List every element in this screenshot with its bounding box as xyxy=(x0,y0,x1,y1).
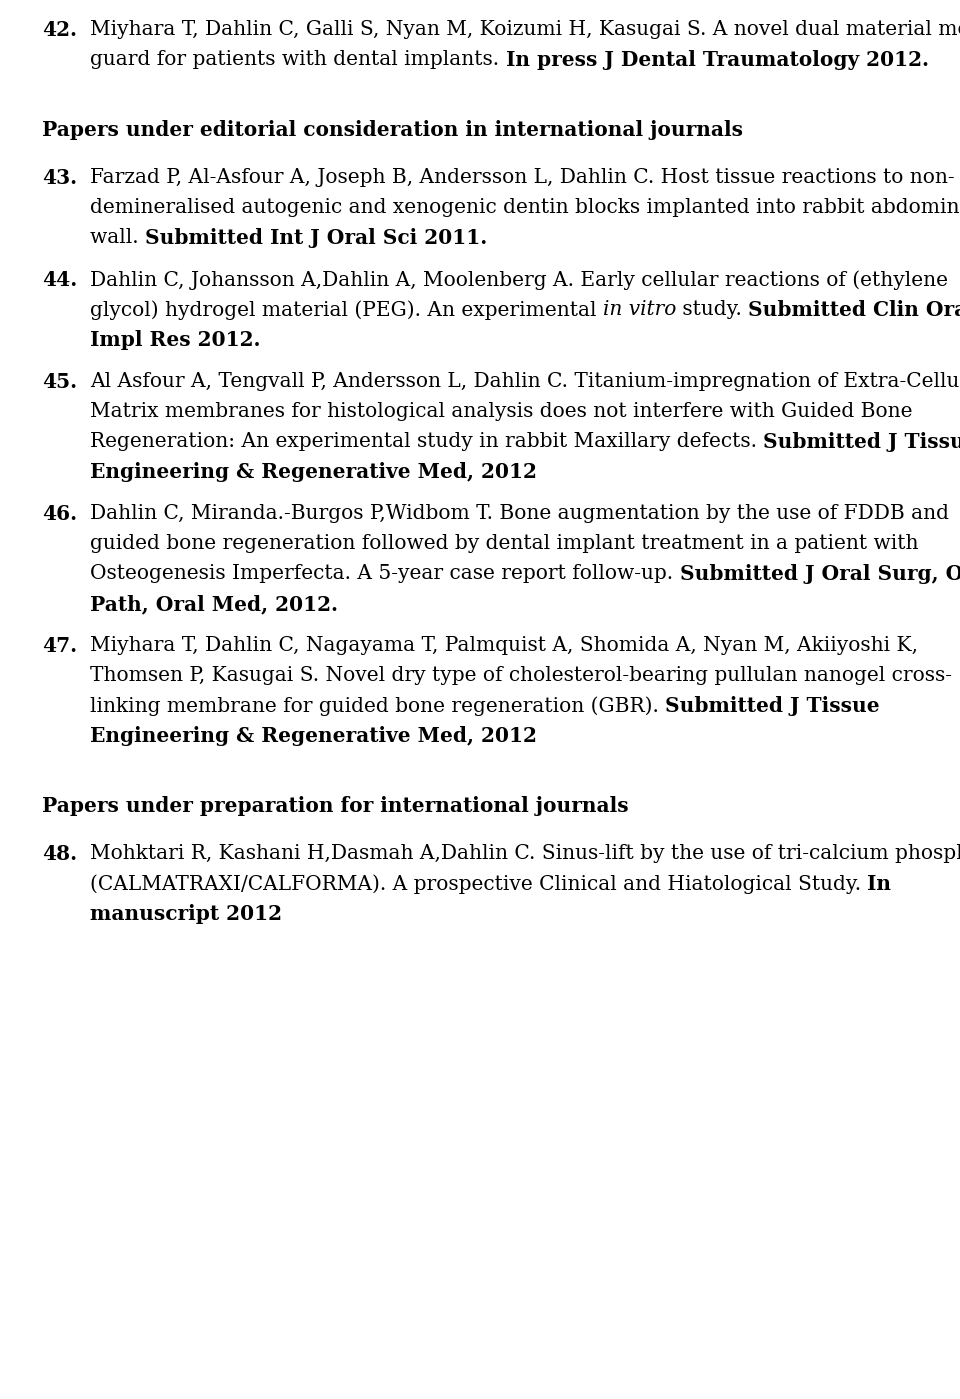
Text: guided bone regeneration followed by dental implant treatment in a patient with: guided bone regeneration followed by den… xyxy=(90,534,919,553)
Text: In: In xyxy=(868,874,892,894)
Text: 47.: 47. xyxy=(42,637,77,656)
Text: Submitted Clin Oral: Submitted Clin Oral xyxy=(749,299,960,320)
Text: Engineering & Regenerative Med, 2012: Engineering & Regenerative Med, 2012 xyxy=(90,726,537,746)
Text: Papers under preparation for international journals: Papers under preparation for internation… xyxy=(42,796,629,816)
Text: Submitted J Tissue: Submitted J Tissue xyxy=(665,695,880,716)
Text: Farzad P, Al-Asfour A, Joseph B, Andersson L, Dahlin C. Host tissue reactions to: Farzad P, Al-Asfour A, Joseph B, Anderss… xyxy=(90,168,954,187)
Text: Dahlin C, Johansson A,Dahlin A, Moolenberg A. Early cellular reactions of (ethyl: Dahlin C, Johansson A,Dahlin A, Moolenbe… xyxy=(90,270,948,290)
Text: Submitted J Oral Surg, Oral: Submitted J Oral Surg, Oral xyxy=(680,564,960,583)
Text: Osteogenesis Imperfecta. A 5-year case report follow-up.: Osteogenesis Imperfecta. A 5-year case r… xyxy=(90,564,680,583)
Text: glycol) hydrogel material (PEG). An experimental: glycol) hydrogel material (PEG). An expe… xyxy=(90,299,603,319)
Text: 48.: 48. xyxy=(42,844,77,865)
Text: guard for patients with dental implants.: guard for patients with dental implants. xyxy=(90,50,506,69)
Text: (CALMATRAXI/CALFORMA). A prospective Clinical and Hiatological Study.: (CALMATRAXI/CALFORMA). A prospective Cli… xyxy=(90,874,868,894)
Text: In press J Dental Traumatology 2012.: In press J Dental Traumatology 2012. xyxy=(506,50,928,70)
Text: manuscript 2012: manuscript 2012 xyxy=(90,904,282,923)
Text: Mohktari R, Kashani H,Dasmah A,Dahlin C. Sinus-lift by the use of tri-calcium ph: Mohktari R, Kashani H,Dasmah A,Dahlin C.… xyxy=(90,844,960,863)
Text: Submitted J Tissue: Submitted J Tissue xyxy=(763,432,960,452)
Text: 42.: 42. xyxy=(42,20,77,41)
Text: Submitted Int J Oral Sci 2011.: Submitted Int J Oral Sci 2011. xyxy=(145,228,488,248)
Text: 45.: 45. xyxy=(42,372,77,392)
Text: Thomsen P, Kasugai S. Novel dry type of cholesterol-bearing pullulan nanogel cro: Thomsen P, Kasugai S. Novel dry type of … xyxy=(90,666,952,686)
Text: demineralised autogenic and xenogenic dentin blocks implanted into rabbit abdomi: demineralised autogenic and xenogenic de… xyxy=(90,199,960,217)
Text: Regeneration: An experimental study in rabbit Maxillary defects.: Regeneration: An experimental study in r… xyxy=(90,432,763,450)
Text: Matrix membranes for histological analysis does not interfere with Guided Bone: Matrix membranes for histological analys… xyxy=(90,402,913,421)
Text: Engineering & Regenerative Med, 2012: Engineering & Regenerative Med, 2012 xyxy=(90,462,537,483)
Text: linking membrane for guided bone regeneration (GBR).: linking membrane for guided bone regener… xyxy=(90,695,665,716)
Text: study.: study. xyxy=(676,299,749,319)
Text: 44.: 44. xyxy=(42,270,77,290)
Text: in vitro: in vitro xyxy=(603,299,676,319)
Text: wall.: wall. xyxy=(90,228,145,248)
Text: Impl Res 2012.: Impl Res 2012. xyxy=(90,330,260,350)
Text: Al Asfour A, Tengvall P, Andersson L, Dahlin C. Titanium-impregnation of Extra-C: Al Asfour A, Tengvall P, Andersson L, Da… xyxy=(90,372,960,390)
Text: Papers under editorial consideration in international journals: Papers under editorial consideration in … xyxy=(42,120,743,140)
Text: Miyhara T, Dahlin C, Nagayama T, Palmquist A, Shomida A, Nyan M, Akiiyoshi K,: Miyhara T, Dahlin C, Nagayama T, Palmqui… xyxy=(90,637,918,655)
Text: 46.: 46. xyxy=(42,504,77,525)
Text: Miyhara T, Dahlin C, Galli S, Nyan M, Koizumi H, Kasugai S. A novel dual materia: Miyhara T, Dahlin C, Galli S, Nyan M, Ko… xyxy=(90,20,960,39)
Text: 43.: 43. xyxy=(42,168,77,187)
Text: Path, Oral Med, 2012.: Path, Oral Med, 2012. xyxy=(90,595,338,614)
Text: Dahlin C, Miranda.-Burgos P,Widbom T. Bone augmentation by the use of FDDB and: Dahlin C, Miranda.-Burgos P,Widbom T. Bo… xyxy=(90,504,949,523)
